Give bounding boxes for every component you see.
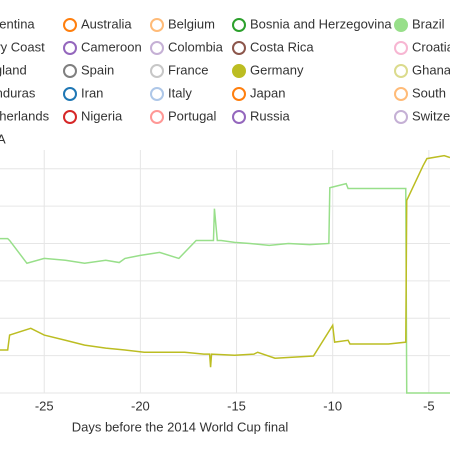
- legend-label: Switzerland: [412, 108, 450, 123]
- legend-marker: [394, 64, 408, 78]
- legend-marker: [150, 41, 164, 55]
- legend-label: Nigeria: [81, 108, 123, 123]
- legend-item[interactable]: Bosnia and Herzegovina: [232, 16, 392, 32]
- legend-label: Bosnia and Herzegovina: [250, 16, 392, 31]
- legend-label: USA: [0, 131, 6, 146]
- legend-label: Netherlands: [0, 108, 50, 123]
- legend-marker: [394, 41, 408, 55]
- legend-label: Australia: [81, 16, 132, 31]
- legend-marker: [394, 87, 408, 101]
- legend-item[interactable]: Portugal: [150, 108, 217, 124]
- legend-label: Japan: [250, 85, 285, 100]
- legend-marker: [150, 110, 164, 124]
- x-axis-label: Days before the 2014 World Cup final: [72, 419, 289, 434]
- legend-item[interactable]: South Korea: [394, 85, 450, 101]
- legend: Argentina Australia Belgium Bosnia and Herz…: [0, 16, 450, 146]
- legend-item[interactable]: Ghana: [394, 62, 450, 78]
- legend-label: South Korea: [412, 85, 450, 100]
- legend-item[interactable]: Germany: [232, 62, 304, 78]
- x-tick-label: -5: [423, 398, 435, 413]
- legend-item[interactable]: Brazil: [394, 16, 445, 32]
- x-tick-label: -10: [323, 398, 342, 413]
- legend-label: Cameroon: [81, 39, 142, 54]
- legend-item[interactable]: Spain: [63, 62, 114, 78]
- legend-label: Belgium: [168, 16, 215, 31]
- series-line: [0, 182, 450, 394]
- legend-item[interactable]: Netherlands: [0, 108, 50, 123]
- legend-label: Ghana: [412, 62, 450, 77]
- legend-label: Spain: [81, 62, 114, 77]
- x-tick-label: -25: [35, 398, 54, 413]
- legend-label: France: [168, 62, 208, 77]
- legend-item[interactable]: Cameroon: [63, 39, 142, 55]
- legend-marker: [63, 110, 77, 124]
- series-line: [0, 154, 450, 368]
- legend-item[interactable]: Argentina: [0, 16, 35, 31]
- legend-label: Honduras: [0, 85, 36, 100]
- legend-item[interactable]: Japan: [232, 85, 285, 101]
- legend-marker: [63, 41, 77, 55]
- legend-label: England: [0, 62, 27, 77]
- legend-item[interactable]: France: [150, 62, 208, 78]
- legend-item[interactable]: Croatia: [394, 39, 450, 55]
- legend-label: Colombia: [168, 39, 224, 54]
- legend-label: Russia: [250, 108, 291, 123]
- legend-item[interactable]: Iran: [63, 85, 103, 101]
- legend-marker: [232, 87, 246, 101]
- legend-item[interactable]: Italy: [150, 85, 192, 101]
- x-tick-label: -20: [131, 398, 150, 413]
- legend-marker: [150, 18, 164, 32]
- legend-marker: [394, 18, 408, 32]
- legend-label: Brazil: [412, 16, 445, 31]
- legend-marker: [150, 87, 164, 101]
- legend-item[interactable]: Ivory Coast: [0, 39, 45, 54]
- legend-marker: [232, 110, 246, 124]
- legend-item[interactable]: Costa Rica: [232, 39, 314, 55]
- legend-label: Germany: [250, 62, 304, 77]
- legend-label: Argentina: [0, 16, 35, 31]
- legend-label: Costa Rica: [250, 39, 314, 54]
- legend-label: Iran: [81, 85, 103, 100]
- legend-item[interactable]: Colombia: [150, 39, 224, 55]
- legend-item[interactable]: Honduras: [0, 85, 36, 100]
- legend-item[interactable]: Nigeria: [63, 108, 123, 124]
- x-tick-label: -15: [227, 398, 246, 413]
- legend-marker: [394, 110, 408, 124]
- legend-item[interactable]: Australia: [63, 16, 132, 32]
- legend-label: Italy: [168, 85, 192, 100]
- legend-marker: [63, 64, 77, 78]
- legend-label: Ivory Coast: [0, 39, 45, 54]
- legend-item[interactable]: Switzerland: [394, 108, 450, 124]
- legend-marker: [232, 64, 246, 78]
- legend-item[interactable]: USA: [0, 131, 6, 146]
- legend-label: Croatia: [412, 39, 450, 54]
- legend-marker: [232, 18, 246, 32]
- legend-marker: [232, 41, 246, 55]
- legend-item[interactable]: England: [0, 62, 27, 77]
- legend-marker: [150, 64, 164, 78]
- legend-marker: [63, 87, 77, 101]
- legend-marker: [63, 18, 77, 32]
- legend-item[interactable]: Russia: [232, 108, 291, 124]
- legend-item[interactable]: Belgium: [150, 16, 215, 32]
- legend-label: Portugal: [168, 108, 217, 123]
